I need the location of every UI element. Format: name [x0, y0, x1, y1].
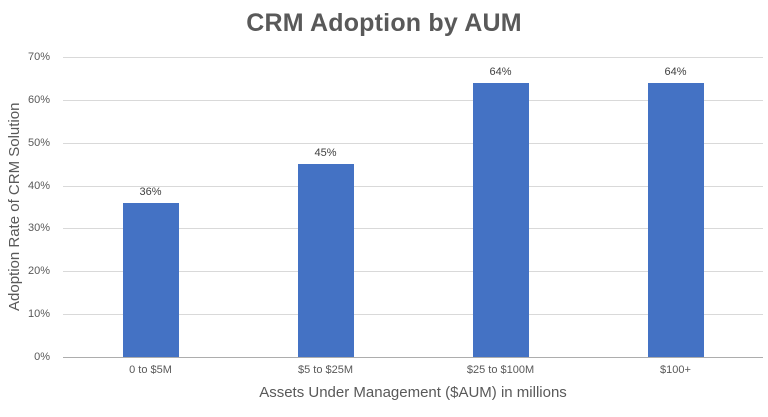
gridline	[63, 185, 763, 187]
y-tick-label: 0%	[34, 351, 50, 363]
y-tick-label: 60%	[27, 93, 50, 106]
x-tick-label: $100+	[660, 364, 691, 376]
y-tick-label: 20%	[27, 265, 50, 278]
bar	[647, 82, 704, 357]
bar-data-label: 64%	[664, 65, 687, 78]
y-tick-label: 10%	[27, 308, 50, 321]
plot-area: 36% 45% 64% 64%	[63, 57, 763, 358]
gridline	[63, 271, 763, 273]
gridline	[63, 57, 763, 58]
bar	[122, 202, 179, 357]
bar	[472, 82, 529, 357]
y-tick-label: 40%	[27, 179, 50, 192]
bar-data-label: 45%	[314, 147, 337, 160]
y-tick-label: 30%	[27, 222, 50, 235]
x-axis-title: Assets Under Management ($AUM) in millio…	[259, 384, 567, 401]
gridline	[63, 99, 763, 101]
gridline	[63, 228, 763, 230]
chart-title: CRM Adoption by AUM	[246, 9, 522, 37]
gridline	[63, 314, 763, 316]
y-tick-label: 70%	[27, 51, 50, 63]
gridline	[63, 142, 763, 144]
y-tick-label: 50%	[27, 136, 50, 149]
x-tick-label: 0 to $5M	[129, 364, 172, 376]
bar	[297, 164, 354, 357]
x-tick-label: $5 to $25M	[297, 364, 354, 376]
x-axis-tick-labels: 0 to $5M $5 to $25M $25 to $100M $100+	[63, 364, 763, 376]
y-axis-tick-labels: 0% 10% 20% 30% 40% 50% 60% 70%	[0, 51, 57, 363]
x-tick-label: $25 to $100M	[466, 364, 535, 376]
bar-data-label: 36%	[139, 185, 162, 198]
bar-data-label: 64%	[489, 65, 512, 78]
